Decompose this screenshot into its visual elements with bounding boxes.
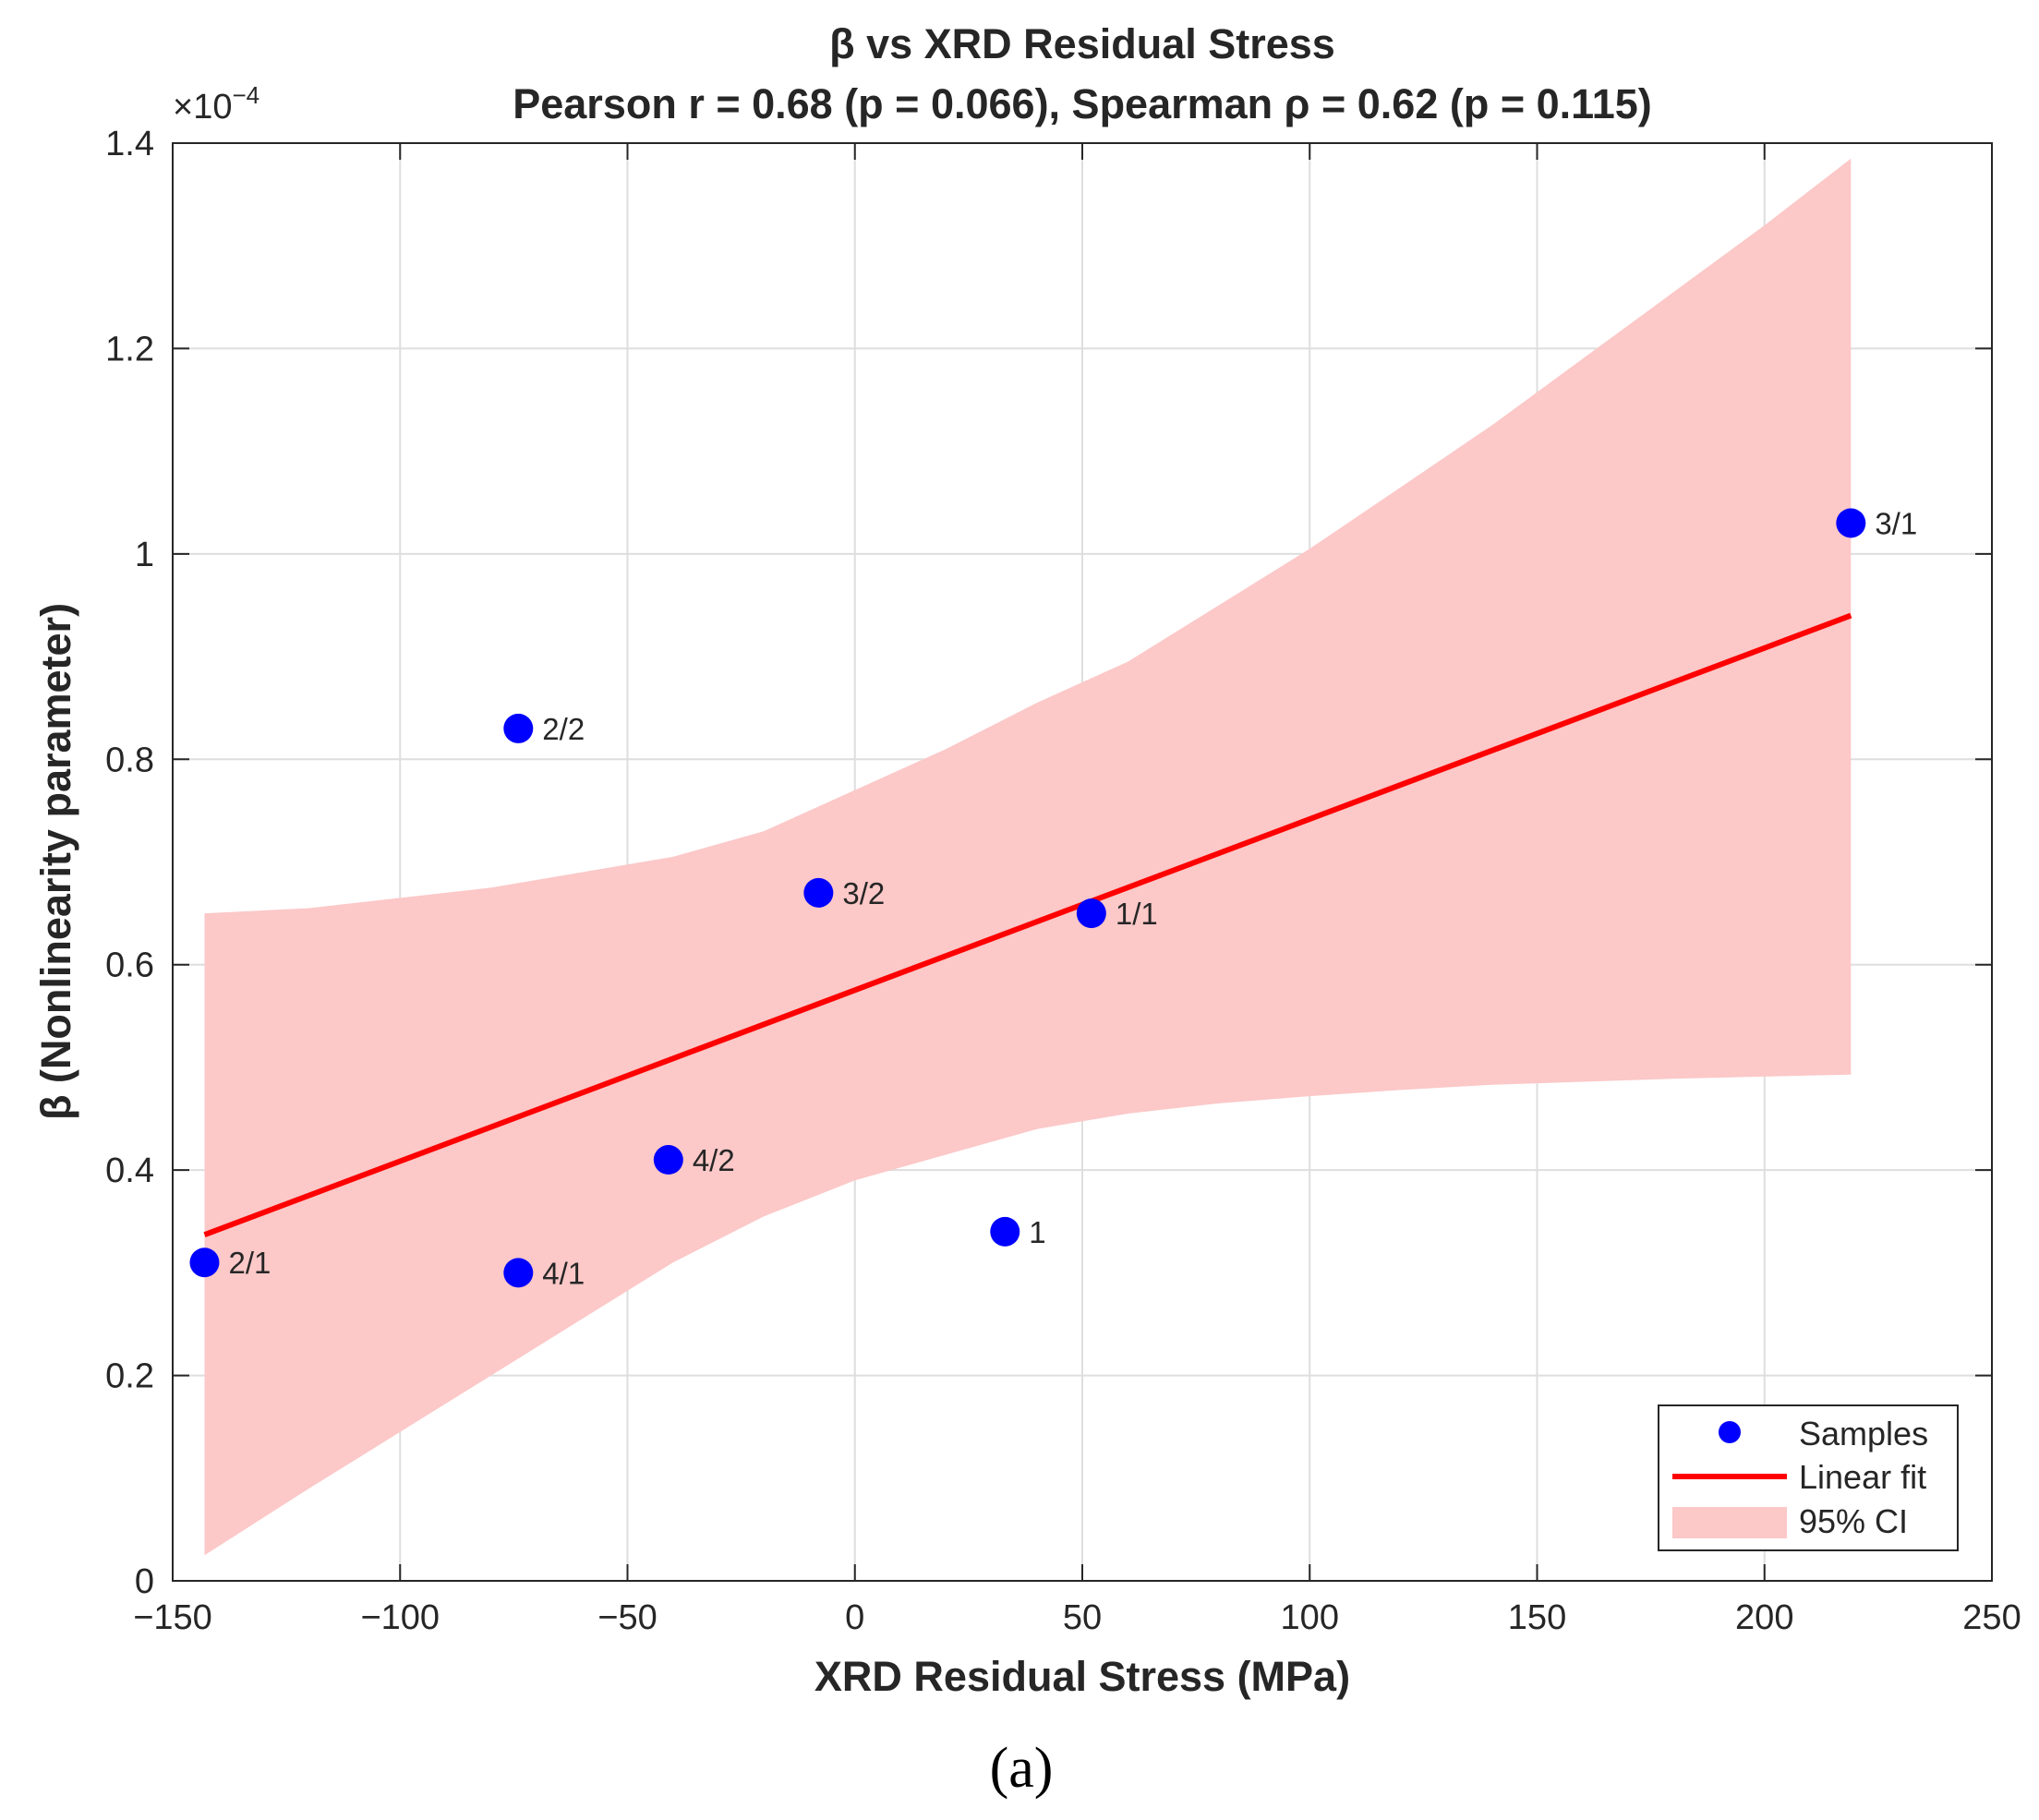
fit-line [203,612,1852,1238]
sample-point [653,1145,683,1175]
y-tick-label: 0.2 [105,1357,154,1396]
legend-fit-label: Linear fit [1799,1458,1926,1496]
chart-title: β vs XRD Residual Stress [829,20,1335,67]
y-tick-label: 0.8 [105,741,154,779]
sample-point [1836,508,1866,538]
x-tick-label: −50 [597,1598,657,1637]
x-tick-label: −150 [133,1598,212,1637]
y-tick-label: 0 [135,1562,154,1601]
x-tick-labels: −150 −100 −50 0 50 100 150 200 250 [133,1598,2021,1637]
sample-point-labels: 2/1 2/2 4/1 4/2 3/2 1 1/1 3/1 [228,506,1917,1290]
x-tick-label: 200 [1735,1598,1793,1637]
sample-point [189,1247,220,1278]
sample-point [803,877,834,908]
x-tick-label: 50 [1063,1598,1102,1637]
sample-point-label: 1 [1029,1215,1045,1249]
y-tick-label: 1.2 [105,330,154,368]
y-exponent-base: ×10 [173,88,232,127]
sample-point [990,1216,1020,1247]
x-tick-label: 100 [1281,1598,1339,1637]
sample-point-label: 2/2 [542,712,585,746]
y-tick-label: 1.4 [105,125,154,163]
y-exponent: ×10−4 [173,81,259,127]
y-axis-label: β (Nonlinearity parameter) [32,603,79,1120]
y-tick-label: 0.6 [105,946,154,985]
y-tick-label: 0.4 [105,1151,154,1190]
legend: Samples Linear fit 95% CI [1658,1404,1959,1551]
x-tick-label: 0 [845,1598,864,1637]
y-tick-label: 1 [135,536,154,574]
legend-samples-marker [1719,1421,1741,1443]
sample-point-label: 2/1 [228,1246,271,1280]
sample-point [503,1258,534,1288]
x-tick-label: −100 [360,1598,440,1637]
x-tick-label: 150 [1508,1598,1566,1637]
x-axis-label: XRD Residual Stress (MPa) [814,1653,1350,1700]
sample-point-label: 3/2 [842,876,885,910]
y-tick-labels: 0 0.2 0.4 0.6 0.8 1 1.2 1.4 [105,125,154,1601]
figure-caption: (a) [990,1737,1054,1800]
chart-subtitle: Pearson r = 0.68 (p = 0.066), Spearman ρ… [513,80,1652,127]
axis-ticks [172,142,1993,1582]
ci-band [204,158,1852,1556]
x-tick-label: 250 [1962,1598,2021,1637]
legend-ci-label: 95% CI [1799,1502,1908,1540]
sample-points [189,508,1866,1288]
legend-samples-label: Samples [1799,1415,1928,1452]
sample-point [503,713,534,743]
sample-point-label: 4/1 [542,1256,585,1290]
y-exponent-power: −4 [232,81,259,109]
sample-point-label: 1/1 [1116,897,1158,931]
sample-point-label: 4/2 [693,1143,735,1177]
legend-ci-swatch [1672,1507,1787,1538]
sample-point [1076,898,1106,929]
sample-point-label: 3/1 [1875,506,1917,540]
